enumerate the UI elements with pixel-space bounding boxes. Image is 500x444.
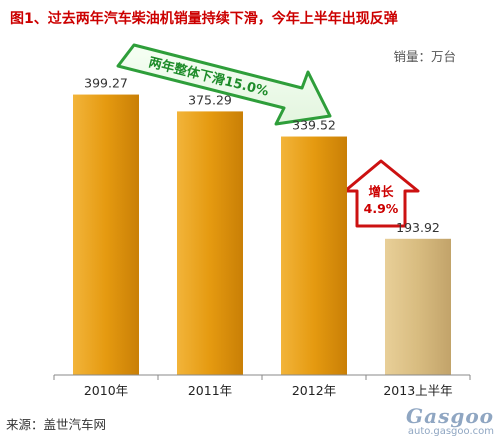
- bar-2: [177, 111, 243, 376]
- watermark-logo: Gasgoo: [406, 404, 494, 428]
- x-tick-label-1: 2010年: [84, 383, 128, 398]
- unit-label: 销量：万台: [393, 49, 456, 64]
- x-tick-label-3: 2012年: [292, 383, 336, 398]
- bar-1: [73, 94, 139, 375]
- growth-annotation-line2: 4.9%: [364, 201, 399, 216]
- bar-3: [281, 136, 347, 375]
- value-label-3: 339.52: [292, 118, 336, 133]
- bar-4: [385, 238, 451, 375]
- x-tick-label-4: 2013上半年: [383, 383, 452, 398]
- gasgoo-watermark: Gasgoo auto.gasgoo.com: [406, 406, 494, 438]
- x-tick-label-2: 2011年: [188, 383, 232, 398]
- watermark-url: auto.gasgoo.com: [407, 426, 494, 437]
- value-label-1: 399.27: [84, 76, 128, 91]
- value-label-2: 375.29: [188, 92, 232, 107]
- source-note: 来源：盖世汽车网: [6, 417, 107, 432]
- decline-arrow: [116, 43, 332, 126]
- value-label-4: 193.92: [396, 220, 440, 235]
- growth-arrow: [343, 159, 420, 228]
- chart-title: 图1、过去两年汽车柴油机销量持续下滑，今年上半年出现反弹: [10, 11, 398, 27]
- growth-annotation-line1: 增长: [368, 184, 394, 199]
